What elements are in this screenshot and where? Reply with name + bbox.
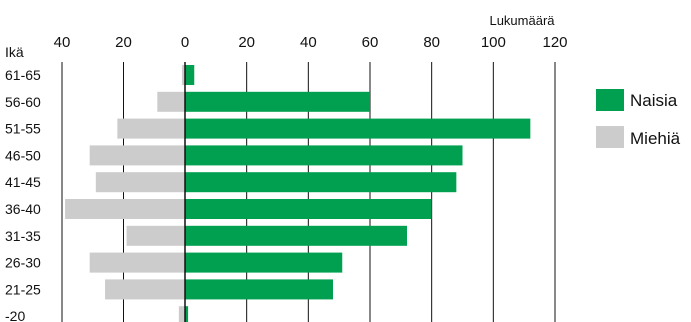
legend-layer: Naisia Miehiä <box>596 89 681 148</box>
category-label-61-65: 61-65 <box>5 67 41 83</box>
x-tick-right-80: 80 <box>423 34 440 51</box>
bar-miehia-56-60 <box>157 91 185 112</box>
bar-naisia-26-30 <box>185 252 343 273</box>
bar-naisia-51-55 <box>185 118 531 139</box>
bar-miehia-51-55 <box>117 118 185 139</box>
legend-label-naisia: Naisia <box>630 91 678 110</box>
category-label-56-60: 56-60 <box>5 94 41 110</box>
bar-naisia-56-60 <box>185 91 370 112</box>
bar-miehia-61-65 <box>181 65 185 85</box>
x-tick-right-100: 100 <box>481 34 506 51</box>
bar-miehia-46-50 <box>89 145 185 166</box>
category-label-36-40: 36-40 <box>5 201 41 217</box>
category-label-26-30: 26-30 <box>5 255 41 271</box>
x-tick-right-20: 20 <box>238 34 255 51</box>
bar-miehia-41-45 <box>95 172 185 193</box>
category-label-31-35: 31-35 <box>5 228 41 244</box>
label-layer: 40 20 0 20 40 60 80 100 120 61-65 56-60 51-55 46-50 4… <box>5 13 568 322</box>
bar-naisia-46-50 <box>185 145 463 166</box>
bar-naisia-31-35 <box>185 225 407 246</box>
x-tick-right-120: 120 <box>542 34 567 51</box>
category-label-46-50: 46-50 <box>5 147 41 163</box>
legend-swatch-miehia <box>596 126 624 148</box>
category-label--20: -20 <box>5 308 25 322</box>
bar-miehia-36-40 <box>65 199 185 219</box>
legend-swatch-naisia <box>596 89 624 111</box>
bar-miehia--20 <box>178 306 185 322</box>
bar-miehia-31-35 <box>126 225 185 246</box>
category-label-21-25: 21-25 <box>5 281 41 297</box>
bar-layer <box>65 65 531 322</box>
category-label-51-55: 51-55 <box>5 121 41 137</box>
bar-naisia-21-25 <box>185 279 333 300</box>
bar-naisia-61-65 <box>185 65 195 85</box>
bar-naisia--20 <box>185 306 189 322</box>
x-tick-right-60: 60 <box>362 34 379 51</box>
bar-naisia-36-40 <box>185 199 432 219</box>
bar-miehia-26-30 <box>89 252 185 273</box>
x-tick-right-40: 40 <box>300 34 317 51</box>
legend-label-miehia: Miehiä <box>630 129 681 148</box>
x-tick-left-20: 20 <box>115 34 132 51</box>
x-tick-left-40: 40 <box>54 34 71 51</box>
bar-miehia-21-25 <box>105 279 185 300</box>
x-tick-left-0: 0 <box>181 34 189 51</box>
x-axis-label: Lukumäärä <box>489 13 555 28</box>
category-label-41-45: 41-45 <box>5 174 41 190</box>
bar-naisia-41-45 <box>185 172 457 193</box>
y-axis-label: Ikä <box>5 44 24 60</box>
